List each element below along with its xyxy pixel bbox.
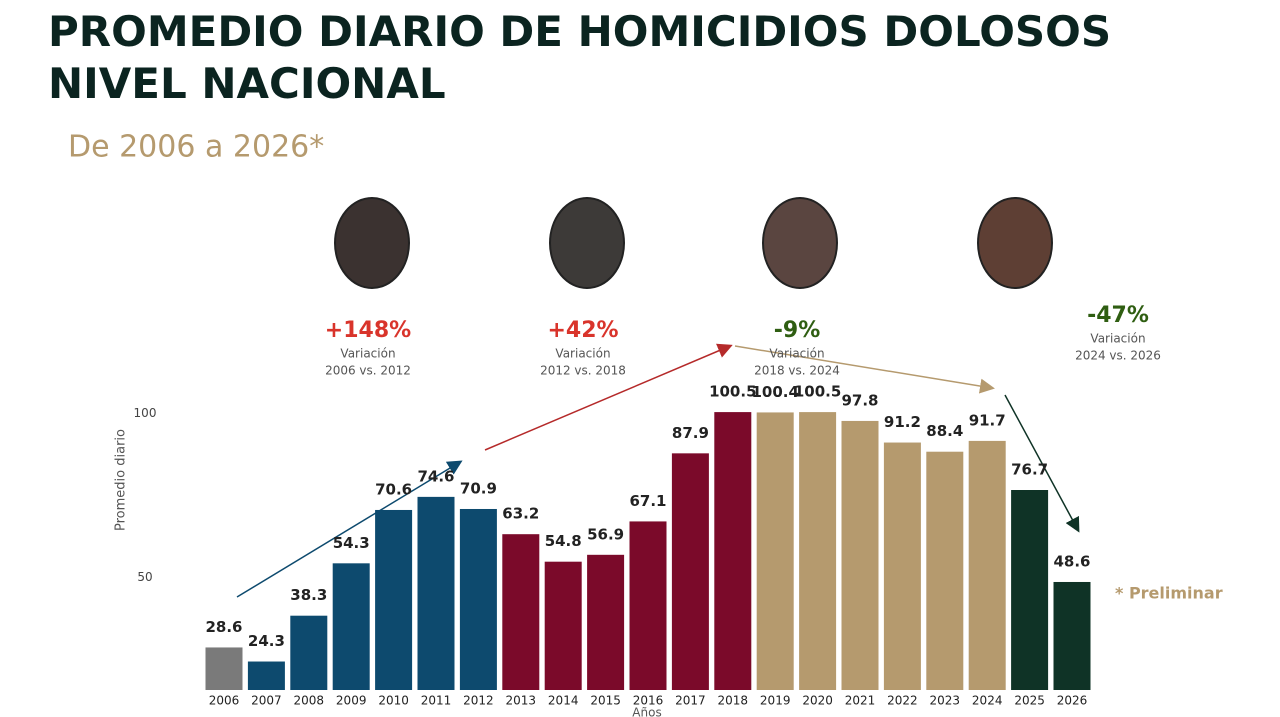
x-tick-label: 2017 [675,694,706,708]
x-tick-label: 2012 [463,694,494,708]
value-label: 88.4 [926,422,963,440]
variation-percent: +148% [325,318,411,343]
value-label: 97.8 [841,391,878,409]
x-tick-label: 2023 [930,694,961,708]
bar [417,496,455,690]
bar [247,661,285,690]
variation-period: 2012 vs. 2018 [540,364,626,378]
x-tick-label: 2020 [802,694,833,708]
x-tick-label: 2016 [633,694,664,708]
x-tick-label: 2025 [1014,694,1045,708]
x-tick-label: 2018 [718,694,749,708]
trend-arrows [236,343,1080,598]
x-tick-label: 2013 [506,694,537,708]
bar [1053,581,1091,690]
variation-period: 2006 vs. 2012 [325,364,411,378]
value-label: 100.4 [751,383,798,401]
value-label: 100.5 [794,383,841,401]
value-label: 54.3 [333,534,370,552]
variation-period: 2018 vs. 2024 [754,364,840,378]
y-tick-label: 100 [134,406,157,420]
variation-period: 2024 vs. 2026 [1075,349,1161,363]
x-tick-label: 2015 [590,694,621,708]
y-tick-label: 50 [137,570,152,584]
value-label: 63.2 [502,505,539,523]
bar [375,509,413,690]
bar [968,440,1006,690]
bar [883,442,921,690]
bar [756,412,794,690]
variation-percent: -47% [1087,303,1149,328]
variation-label: Variación [555,347,610,361]
bar [799,412,837,690]
x-tick-label: 2006 [209,694,240,708]
value-label: 70.9 [460,479,497,497]
x-axis-label: Años [632,706,661,717]
portraits [334,197,1053,289]
chart-title: PROMEDIO DIARIO DE HOMICIDIOS DOLOSOS NI… [48,7,1126,108]
value-label: 91.7 [969,411,1006,429]
value-label: 70.6 [375,480,412,498]
x-tick-label: 2008 [294,694,325,708]
value-label: 76.7 [1011,461,1048,479]
value-label: 87.9 [672,424,709,442]
value-label: 28.6 [205,618,242,636]
bar [841,420,879,690]
bar [587,554,625,690]
bar [459,508,497,690]
value-label: 48.6 [1053,552,1090,570]
x-tick-label: 2021 [845,694,876,708]
bar [629,521,667,690]
variation-label: Variación [1090,332,1145,346]
bar [290,615,328,690]
value-label: 91.2 [884,413,921,431]
y-axis-label: Promedio diario [114,429,129,531]
value-label: 100.5 [709,383,756,401]
variation-percent: -9% [774,318,820,343]
bar [544,561,582,690]
bar [502,534,540,690]
x-tick-label: 2011 [421,694,452,708]
variation-label: Variación [769,347,824,361]
x-tick-label: 2007 [251,694,282,708]
x-tick-label: 2019 [760,694,791,708]
note: * Preliminar [1115,584,1223,603]
bar [205,647,243,690]
value-label: 74.6 [417,467,454,485]
bar [1011,490,1049,690]
x-tick-label: 2022 [887,694,918,708]
value-label: 67.1 [629,492,666,510]
bar [671,453,709,690]
bar [926,451,964,690]
variation-percent: +42% [547,318,618,343]
value-label: 56.9 [587,525,624,543]
subtitle: De 2006 a 2026* [68,130,324,165]
value-label: 38.3 [290,586,327,604]
value-label: 24.3 [248,632,285,650]
bar [332,563,370,690]
value-label: 54.8 [545,532,582,550]
x-tick-label: 2009 [336,694,367,708]
variation-label: Variación [340,347,395,361]
bar [714,412,752,690]
x-tick-label: 2024 [972,694,1003,708]
x-tick-label: 2026 [1057,694,1088,708]
x-tick-label: 2010 [378,694,409,708]
x-tick-label: 2014 [548,694,579,708]
